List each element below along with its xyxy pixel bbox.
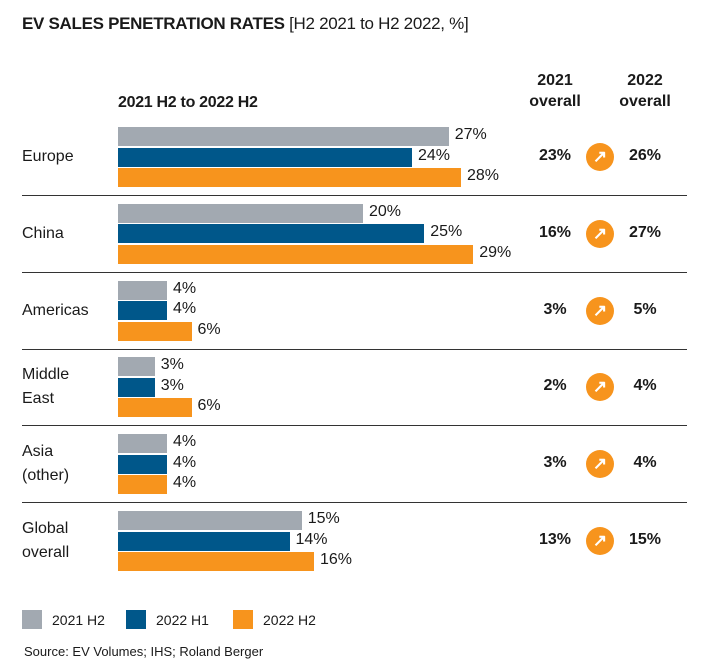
overall-2022-value: 15%	[628, 531, 662, 548]
legend-item-2022-h2: 2022 H2	[233, 610, 316, 629]
overall-2022-value: 4%	[633, 377, 657, 395]
arrow-up-right-icon: ↗	[586, 219, 614, 248]
bars-subtitle: 2021 H2 to 2022 H2	[118, 94, 258, 111]
bar-value-label: 29%	[479, 243, 512, 261]
overall-2021-value: 3%	[543, 454, 567, 472]
row-divider	[22, 425, 687, 427]
legend-item-2022-h1: 2022 H1	[126, 610, 209, 629]
bar-2022-h1	[118, 301, 167, 321]
row-label-line: (other)	[22, 467, 70, 485]
header-2021-overall: 2021 overall	[529, 72, 581, 110]
row-label-line: overall	[22, 544, 70, 561]
overall-2021-value: 3%	[543, 300, 567, 318]
bar-2021-h2	[118, 127, 449, 146]
row-label-line: Americas	[22, 301, 89, 319]
bar-2022-h2	[118, 168, 461, 187]
bar-value-label: 6%	[197, 397, 221, 415]
bar-value-label: 3%	[160, 376, 184, 394]
bar-value-label: 4%	[173, 433, 197, 451]
overall-2022-value: 4%	[633, 454, 657, 472]
bar-value-label: 27%	[454, 126, 487, 143]
row-label-line: China	[22, 224, 64, 242]
bar-2021-h2	[118, 434, 167, 454]
row-label: Middle East	[22, 363, 112, 411]
legend-item-2021-h2: 2021 H2	[22, 610, 105, 629]
overall-2022-value: 5%	[633, 300, 657, 318]
bar-value-label: 24%	[418, 146, 451, 164]
bar-2022-h1	[118, 377, 155, 397]
bar-value-label: 15%	[307, 510, 340, 527]
bar-value-label: 20%	[369, 202, 402, 220]
row-label-line: Asia	[22, 443, 54, 461]
overall-2021-value: 13%	[538, 531, 572, 548]
row-label-line: Europe	[22, 148, 74, 165]
bar-2022-h2	[118, 321, 192, 341]
row-label-line: Global	[22, 520, 69, 537]
arrow-up-right-icon: ↗	[586, 296, 614, 325]
bar-2022-h2	[118, 552, 314, 571]
row-label: Americas	[22, 299, 112, 323]
source-note: Source: EV Volumes; IHS; Roland Berger	[24, 644, 264, 659]
overall-2021-value: 23%	[538, 147, 572, 164]
arrow-up-right-icon: ↗	[586, 527, 614, 555]
bar-2022-h2	[118, 244, 474, 264]
bar-value-label: 3%	[160, 356, 184, 374]
arrow-up-right-icon: ↗	[586, 373, 614, 402]
bar-2021-h2	[118, 511, 302, 530]
bar-value-label: 25%	[430, 223, 463, 241]
bar-2022-h1	[118, 454, 167, 474]
bar-value-label: 4%	[173, 474, 197, 492]
arrow-up-right-icon: ↗	[586, 143, 614, 171]
bar-value-label: 6%	[197, 320, 221, 338]
bar-2021-h2	[118, 280, 167, 300]
bar-value-label: 28%	[467, 167, 500, 184]
row-label-line: Middle	[22, 366, 70, 384]
row-label: Europe	[22, 145, 112, 169]
bar-value-label: 4%	[173, 453, 197, 471]
row-label: China	[22, 222, 112, 246]
bar-value-label: 4%	[173, 279, 197, 297]
arrow-up-right-icon: ↗	[586, 450, 614, 479]
row-label: Asia (other)	[22, 440, 112, 488]
overall-2021-value: 2%	[543, 377, 567, 395]
overall-2022-value: 27%	[628, 223, 662, 241]
bar-value-label: 4%	[173, 300, 197, 318]
row-label-line: East	[22, 390, 55, 408]
bar-2022-h2	[118, 475, 167, 495]
overall-2021-value: 16%	[538, 223, 572, 241]
row-divider	[22, 195, 687, 196]
bar-2022-h1	[118, 531, 290, 551]
bar-value-label: 14%	[295, 530, 328, 548]
bar-2021-h2	[118, 357, 155, 377]
row-divider	[22, 348, 687, 350]
row-divider	[22, 271, 687, 273]
overall-2022-value: 26%	[628, 147, 662, 164]
bar-2022-h1	[118, 224, 425, 244]
row-label: Global overall	[22, 517, 112, 565]
chart-title: EV SALES PENETRATION RATES [H2 2021 to H…	[22, 14, 469, 33]
bar-2022-h2	[118, 398, 192, 418]
row-divider	[22, 502, 687, 504]
bar-value-label: 16%	[320, 551, 353, 568]
bar-2022-h1	[118, 147, 412, 167]
bar-2021-h2	[118, 203, 363, 223]
header-2022-overall: 2022 overall	[619, 72, 671, 110]
